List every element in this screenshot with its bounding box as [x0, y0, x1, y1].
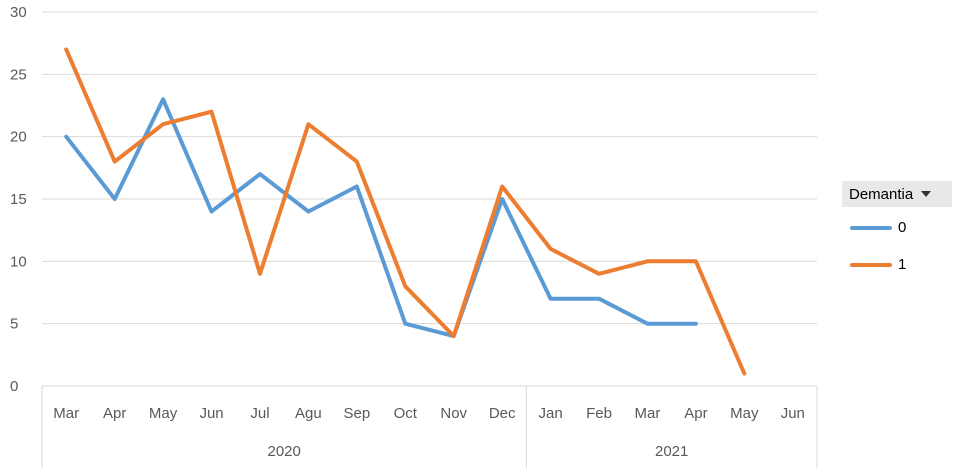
x-tick-label: Sep — [343, 405, 370, 422]
y-tick-label: 0 — [10, 378, 18, 395]
x-tick-label: Jun — [781, 405, 805, 422]
legend-swatch-1 — [850, 262, 892, 267]
x-axis: Mar Apr May Jun Jul Agu Sep Oct Nov Dec Jan Feb Mar A… — [41, 385, 818, 468]
x-tick-label: Dec — [489, 405, 516, 422]
legend-label-0: 0 — [898, 219, 907, 236]
legend-item-1: 1 — [850, 256, 906, 273]
x-tick-label: Apr — [684, 405, 707, 422]
y-tick-label: 5 — [10, 316, 18, 333]
legend-filter-button[interactable]: Demantia — [842, 181, 952, 207]
x-tick-label: Jan — [539, 405, 563, 422]
legend-item-0: 0 — [850, 219, 906, 236]
series-line-1 — [64, 47, 747, 376]
series-lines — [64, 47, 747, 376]
y-tick-label: 30 — [10, 4, 27, 21]
x-tick-label: Feb — [586, 405, 612, 422]
x-tick-label: Mar — [635, 405, 661, 422]
x-group-label: 2021 — [655, 443, 688, 460]
x-tick-label: Jun — [199, 405, 223, 422]
x-tick-label: Oct — [394, 405, 418, 422]
series-line-0 — [64, 97, 698, 339]
x-tick-label: Nov — [440, 405, 467, 422]
y-tick-label: 15 — [10, 191, 27, 208]
x-tick-label: Jul — [250, 405, 269, 422]
legend-swatch-0 — [850, 225, 892, 230]
x-tick-label: Mar — [53, 405, 79, 422]
x-group-label: 2020 — [268, 443, 301, 460]
x-tick-label: Agu — [295, 405, 322, 422]
x-tick-label: Apr — [103, 405, 126, 422]
legend-label-1: 1 — [898, 256, 907, 273]
x-tick-label: May — [730, 405, 759, 422]
legend-title: Demantia — [849, 185, 914, 203]
y-axis-ticks: 0 5 10 15 20 25 30 — [10, 4, 27, 395]
y-tick-label: 25 — [10, 66, 27, 83]
x-tick-label: May — [149, 405, 178, 422]
y-tick-label: 10 — [10, 253, 27, 270]
y-tick-label: 20 — [10, 129, 27, 146]
dropdown-arrow-icon — [921, 191, 932, 197]
